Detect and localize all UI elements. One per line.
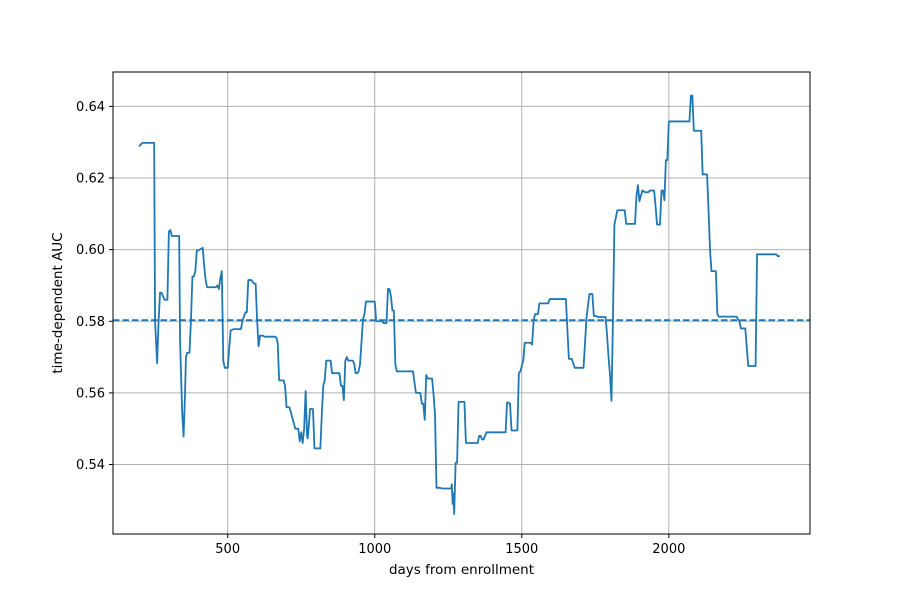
y-axis-label: time-dependent AUC xyxy=(50,232,66,373)
y-tick-label: 0.64 xyxy=(76,100,105,115)
x-tick-label: 2000 xyxy=(652,542,685,557)
y-tick-label: 0.56 xyxy=(76,386,105,401)
plot-area-background xyxy=(113,72,810,534)
series-line xyxy=(138,94,781,515)
x-axis-ticks: 500 1000 1500 2000 xyxy=(215,534,685,557)
x-tick-label: 1500 xyxy=(505,542,538,557)
series-layer xyxy=(138,94,781,515)
plot-frame xyxy=(112,71,811,535)
y-axis-ticks: 0.54 0.56 0.58 0.60 0.62 0.64 xyxy=(76,100,113,473)
x-tick-label: 1000 xyxy=(358,542,391,557)
y-tick-label: 0.58 xyxy=(76,315,105,330)
x-tick-label: 500 xyxy=(215,542,240,557)
y-tick-label: 0.62 xyxy=(76,172,105,187)
y-tick-label: 0.54 xyxy=(76,458,105,473)
y-tick-label: 0.60 xyxy=(76,243,105,258)
grid-lines xyxy=(113,72,810,534)
x-axis-label: days from enrollment xyxy=(389,562,534,578)
